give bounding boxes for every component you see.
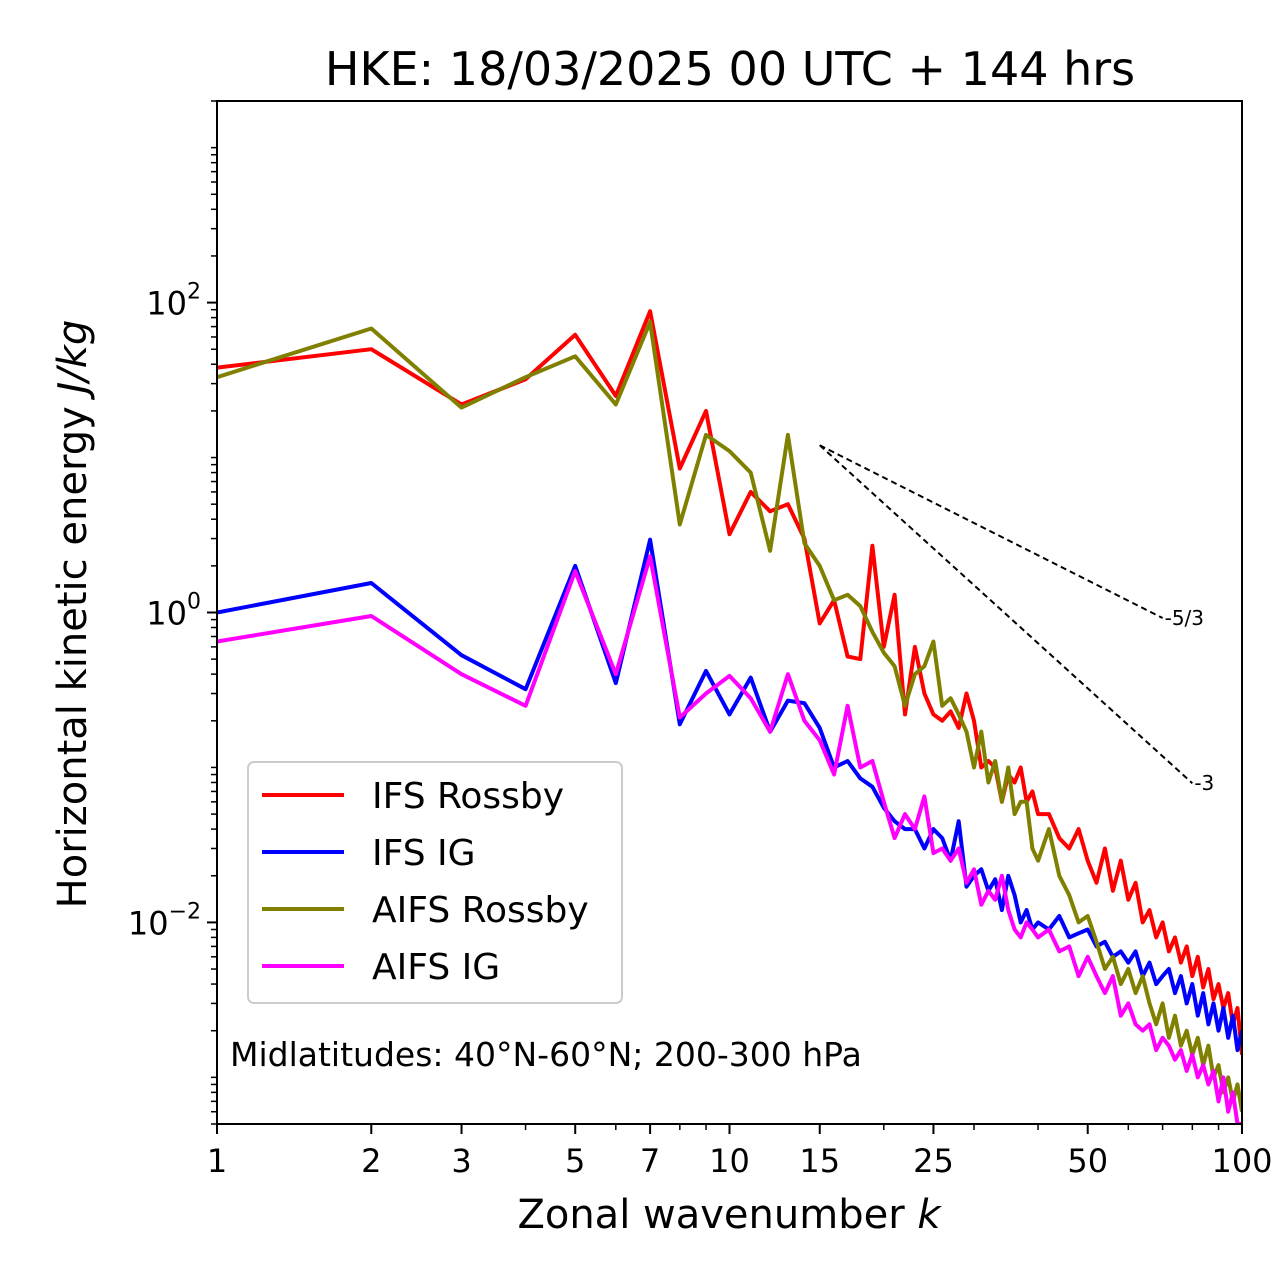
x-tick-label: 5: [565, 1142, 585, 1180]
reference-slope-label: -5/3: [1165, 606, 1204, 630]
legend: IFS Rossby IFS IG AIFS Rossby AIFS IG: [247, 761, 623, 1004]
legend-label: IFS IG: [372, 833, 476, 874]
x-tick-label: 50: [1067, 1142, 1108, 1180]
legend-label: AIFS IG: [372, 947, 500, 988]
x-axis-label-text: Zonal wavenumber: [517, 1192, 917, 1238]
y-axis-label-text: Horizontal kinetic energy: [50, 394, 96, 909]
x-tick-label: 1: [207, 1142, 227, 1180]
x-tick-label: 10: [709, 1142, 750, 1180]
reference-slope-line: [819, 444, 1164, 619]
x-tick-label: 25: [913, 1142, 954, 1180]
x-tick-label: 2: [361, 1142, 381, 1180]
series-line-ifs-ig: [217, 537, 1242, 1053]
x-tick-label: 3: [451, 1142, 471, 1180]
region-annotation: Midlatitudes: 40°N-60°N; 200-300 hPa: [230, 1035, 862, 1074]
chart-title: HKE: 18/03/2025 00 UTC + 144 hrs: [325, 42, 1135, 96]
y-axis-label-italic: J/kg: [50, 320, 96, 401]
legend-box: [247, 761, 623, 1004]
x-tick-label: 15: [799, 1142, 840, 1180]
plot-area: -5/3 -3: [217, 309, 1242, 1124]
x-tick-label: 7: [640, 1142, 660, 1180]
series-group: [217, 309, 1242, 1124]
y-axis-ticks: 102 100 10−2: [128, 100, 217, 1125]
x-axis-ticks: 1 2 3 5 7 10 15 25 50 100: [207, 1124, 1273, 1180]
x-axis-label: Zonal wavenumber k: [517, 1192, 942, 1238]
y-tick-label: 10−2: [128, 899, 201, 942]
reference-slope-label: -3: [1194, 771, 1214, 795]
series-line-aifs-ig: [217, 554, 1242, 1124]
y-axis-label: Horizontal kinetic energy J/kg: [50, 320, 96, 909]
legend-label: IFS Rossby: [372, 776, 564, 817]
x-tick-label: 100: [1211, 1142, 1272, 1180]
legend-label: AIFS Rossby: [372, 890, 589, 931]
y-tick-label: 100: [146, 590, 201, 633]
y-tick-label: 102: [146, 280, 201, 323]
series-line-aifs-rossby: [217, 320, 1242, 1113]
reference-slope-line: [819, 444, 1194, 784]
x-axis-label-italic: k: [917, 1192, 942, 1238]
